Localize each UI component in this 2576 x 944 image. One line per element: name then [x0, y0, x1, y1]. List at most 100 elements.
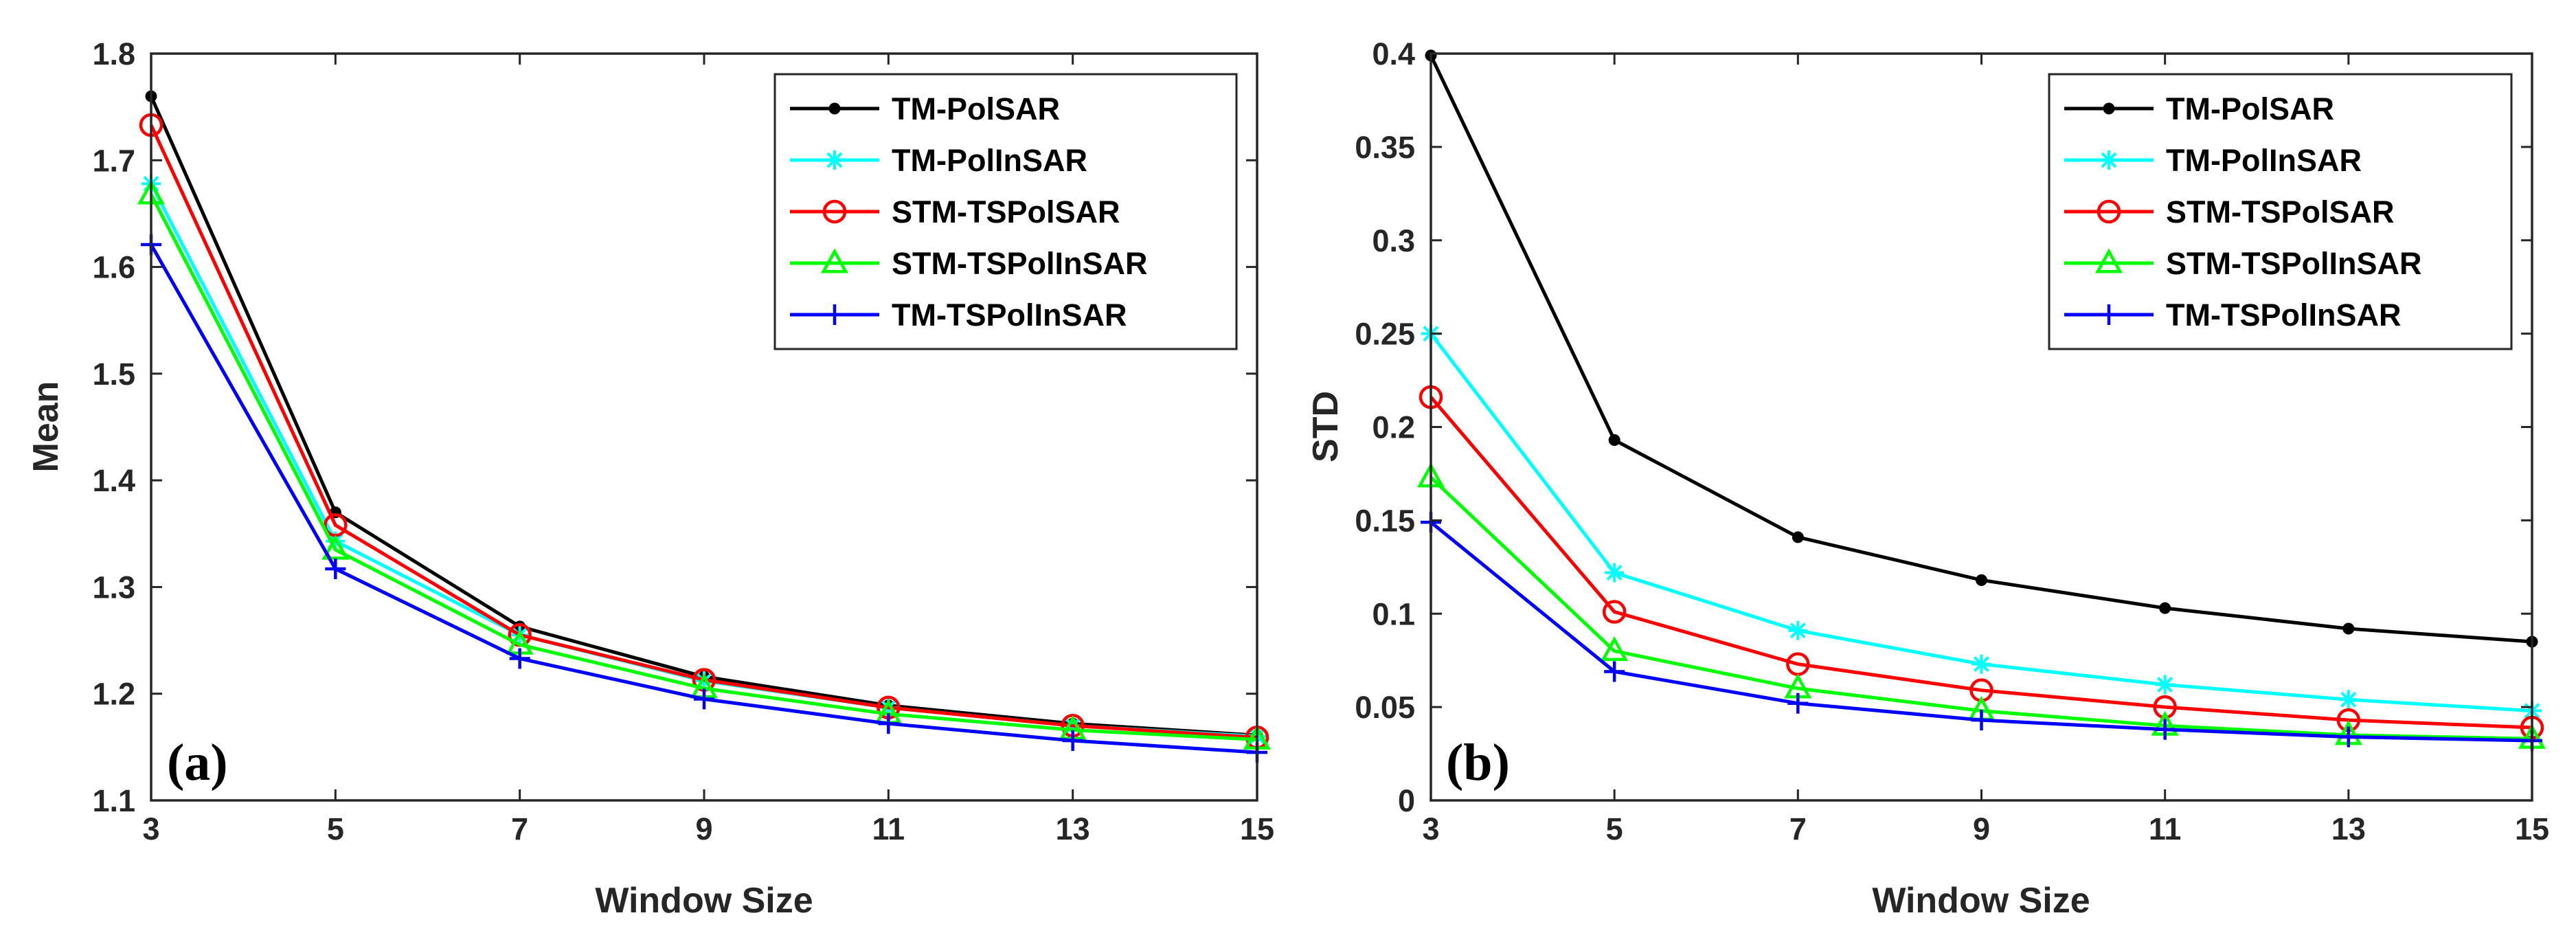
- series-TM-PolInSAR: [1421, 324, 2542, 721]
- marker-asterisk: [2155, 675, 2175, 695]
- marker-circle: [822, 199, 847, 224]
- x-tick-label: 3: [1422, 811, 1439, 846]
- marker-dot: [2342, 622, 2355, 635]
- legend-label: TM-PolSAR: [892, 91, 1060, 126]
- marker-circle: [2097, 199, 2121, 224]
- marker-circle-shape: [2153, 695, 2177, 719]
- marker-asterisk: [1788, 620, 1808, 640]
- x-tick-label: 7: [511, 811, 528, 846]
- x-tick-label: 9: [695, 811, 712, 846]
- marker-plus: [509, 648, 530, 669]
- marker-dot: [2103, 102, 2115, 115]
- marker-plus: [824, 304, 845, 325]
- y-tick-label: 1.2: [92, 677, 135, 712]
- marker-asterisk: [2099, 150, 2119, 170]
- marker-triangle-shape: [821, 248, 848, 273]
- marker-dot-shape: [1976, 574, 1987, 586]
- legend-entry: STM-TSPolSAR: [2064, 194, 2395, 229]
- marker-plus: [2154, 719, 2176, 740]
- marker-circle-shape: [1602, 600, 1627, 624]
- y-tick-label: 0: [1398, 783, 1415, 818]
- marker-asterisk: [825, 150, 844, 170]
- marker-triangle: [821, 248, 848, 273]
- legend-label: TM-PolInSAR: [2166, 143, 2362, 178]
- marker-plus: [325, 559, 346, 580]
- x-tick-label: 11: [872, 811, 905, 846]
- marker-dot-shape: [2342, 622, 2355, 635]
- marker-asterisk-d2: [826, 152, 843, 168]
- marker-plus: [1787, 693, 1809, 714]
- marker-asterisk: [1605, 563, 1625, 583]
- legend-entry: STM-TSPolSAR: [790, 194, 1120, 229]
- panel-b: 3 5 7 9 11 13 1500.050.10.150.20.250.30.350.4 …: [1306, 36, 2549, 921]
- y-tick-label: 0.2: [1372, 410, 1415, 445]
- axis-ticks: 3 5 7 9 11 13 15 1.1 1.2 1.3 1.4 1.5 1.6 1.7 1.8: [92, 36, 1274, 846]
- marker-asterisk-d2: [1789, 622, 1806, 639]
- marker-circle: [1602, 600, 1627, 624]
- legend: TM-PolSAR TM-PolInSAR STM-TSPolSAR STM-TSPo…: [2048, 73, 2513, 350]
- marker-plus: [2338, 726, 2359, 748]
- marker-triangle-shape: [2095, 248, 2123, 273]
- legend-entry: STM-TSPolInSAR: [790, 246, 1147, 281]
- legend-entry: TM-PolSAR: [2064, 91, 2334, 126]
- y-tick-label: 1.5: [92, 357, 135, 392]
- legend-label: STM-TSPolInSAR: [892, 246, 1147, 281]
- y-tick-label: 0.4: [1372, 36, 1415, 71]
- marker-asterisk-d2: [1606, 564, 1623, 581]
- marker-plus: [1971, 710, 1992, 731]
- legend-label: STM-TSPolInSAR: [2166, 246, 2421, 281]
- marker-triangle: [321, 535, 350, 560]
- x-tick-label: 9: [1973, 811, 1990, 846]
- marker-dot: [1608, 434, 1620, 447]
- y-tick-label: 0.3: [1372, 223, 1415, 258]
- y-tick-label: 1.7: [92, 143, 135, 178]
- y-tick-label: 1.3: [92, 570, 135, 605]
- marker-circle-shape: [2097, 199, 2121, 224]
- marker-dot-shape: [1792, 531, 1804, 543]
- legend-label: TM-TSPolInSAR: [2166, 297, 2401, 333]
- axis-ticks: 3 5 7 9 11 13 15 0 0.05 0.1 0.15 0.2 0.25 0.3 0.35 0.4: [1355, 36, 2549, 846]
- legend-label: STM-TSPolSAR: [2166, 194, 2395, 229]
- x-tick-label: 15: [2515, 811, 2549, 846]
- y-tick-label: 0.1: [1372, 596, 1415, 631]
- y-tick-label: 0.15: [1355, 503, 1415, 538]
- x-tick-label: 3: [142, 811, 159, 846]
- marker-dot: [1976, 574, 1987, 586]
- marker-plus: [878, 713, 899, 734]
- marker-dot: [828, 102, 841, 115]
- legend-entry: STM-TSPolInSAR: [2064, 246, 2421, 281]
- y-tick-label: 1.4: [92, 463, 135, 498]
- marker-circle-shape: [822, 199, 847, 224]
- marker-circle: [2153, 695, 2177, 719]
- y-tick-label: 0.35: [1355, 130, 1415, 165]
- x-axis-title: Window Size: [1872, 881, 2090, 921]
- y-tick-label: 1.1: [92, 783, 135, 818]
- marker-dot-shape: [1608, 434, 1620, 447]
- marker-asterisk-d2: [2101, 152, 2117, 168]
- x-tick-label: 5: [327, 811, 344, 846]
- y-tick-label: 1.6: [92, 250, 135, 285]
- series-line: [149, 193, 1258, 741]
- y-axis-title: STD: [1306, 391, 1346, 462]
- legend-entry: TM-TSPolInSAR: [790, 297, 1127, 333]
- panel-label: (b): [1446, 734, 1510, 791]
- x-tick-label: 13: [2331, 811, 2366, 846]
- legend-label: TM-PolSAR: [2166, 91, 2334, 126]
- panel-label: (a): [167, 734, 228, 791]
- marker-plus: [1604, 661, 1625, 682]
- marker-dot-shape: [828, 102, 841, 115]
- marker-triangle: [2095, 248, 2123, 273]
- y-tick-label: 1.8: [92, 36, 135, 71]
- marker-asterisk-d2: [2340, 691, 2357, 708]
- legend: TM-PolSAR TM-PolInSAR STM-TSPolSAR STM-TSPo…: [773, 73, 1238, 350]
- marker-plus: [1062, 730, 1083, 752]
- marker-asterisk-d2: [1974, 656, 1989, 673]
- legend-label: TM-PolInSAR: [892, 143, 1087, 178]
- marker-dot: [1792, 531, 1804, 543]
- legend-label: TM-TSPolInSAR: [892, 297, 1127, 333]
- marker-triangle: [1601, 636, 1629, 662]
- x-tick-label: 11: [2149, 811, 2182, 846]
- x-tick-label: 5: [1606, 811, 1623, 846]
- legend-entry: TM-TSPolInSAR: [2064, 297, 2401, 333]
- legend-entry: TM-PolSAR: [790, 91, 1060, 126]
